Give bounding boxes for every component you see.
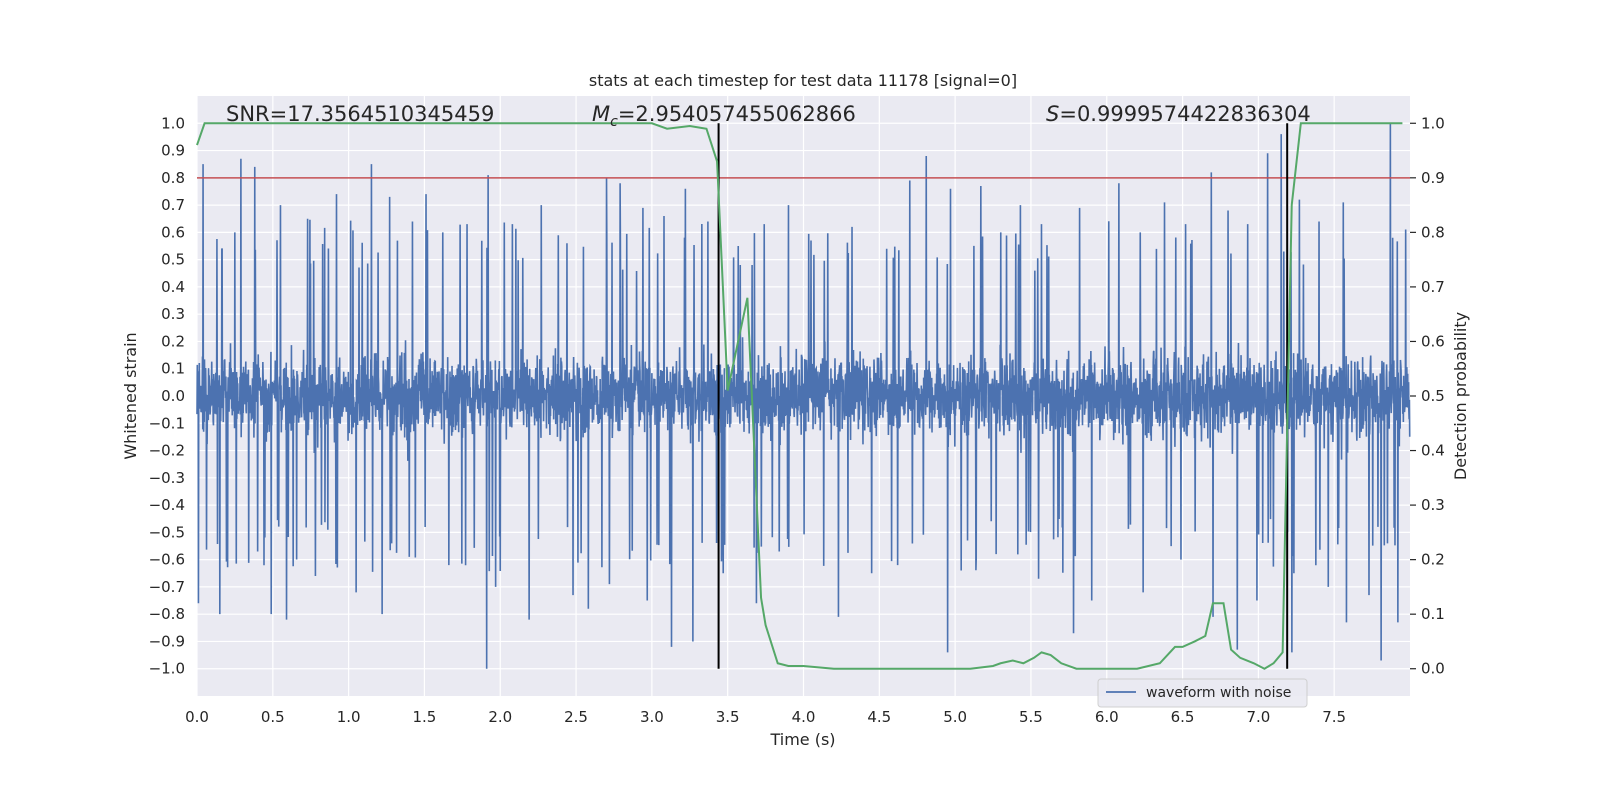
x-tick-label-2: 1.0 bbox=[337, 708, 361, 726]
x-tick-label-12: 6.0 bbox=[1095, 708, 1119, 726]
y-left-tick-label-14: 0.4 bbox=[161, 278, 185, 296]
y-right-tick-label-7: 0.7 bbox=[1421, 278, 1445, 296]
y-right-tick-label-6: 0.6 bbox=[1421, 332, 1445, 350]
x-tick-label-6: 3.0 bbox=[640, 708, 664, 726]
y-left-tick-label-17: 0.7 bbox=[161, 196, 185, 214]
x-tick-label-10: 5.0 bbox=[943, 708, 967, 726]
y-left-tick-label-20: 1.0 bbox=[161, 114, 185, 132]
x-tick-label-15: 7.5 bbox=[1322, 708, 1346, 726]
y-left-tick-label-0: −1.0 bbox=[149, 660, 185, 678]
x-tick-label-0: 0.0 bbox=[185, 708, 209, 726]
y-right-tick-label-2: 0.2 bbox=[1421, 551, 1445, 569]
y-left-tick-label-7: −0.3 bbox=[149, 469, 185, 487]
chart-title: stats at each timestep for test data 111… bbox=[589, 71, 1017, 90]
x-axis-label: Time (s) bbox=[769, 730, 835, 749]
x-axis-ticks: 0.0 0.5 1.0 1.5 2.0 2.5 3.0 3.5 4.0 4.5 5.0 5.5 6.0 6… bbox=[185, 708, 1346, 726]
y-left-tick-label-18: 0.8 bbox=[161, 169, 185, 187]
x-tick-label-5: 2.5 bbox=[564, 708, 588, 726]
y-right-axis-ticks: 0.0 0.1 0.2 0.3 0.4 0.5 0.6 0.7 0.8 0.9 1.0 bbox=[1410, 114, 1445, 678]
probability-series bbox=[196, 122, 1403, 670]
waveform-series bbox=[196, 123, 1411, 669]
x-tick-label-11: 5.5 bbox=[1019, 708, 1043, 726]
y-left-tick-label-19: 0.9 bbox=[161, 142, 185, 160]
x-tick-label-3: 1.5 bbox=[413, 708, 437, 726]
x-tick-label-4: 2.0 bbox=[488, 708, 512, 726]
y-right-axis-label: Detection probability bbox=[1451, 312, 1470, 480]
x-tick-label-14: 7.0 bbox=[1246, 708, 1270, 726]
y-left-tick-label-8: −0.2 bbox=[149, 442, 185, 460]
y-right-tick-label-4: 0.4 bbox=[1421, 442, 1445, 460]
snr-annotation: SNR=17.3564510345459 bbox=[226, 102, 494, 126]
y-right-tick-label-0: 0.0 bbox=[1421, 660, 1445, 678]
y-left-tick-label-11: 0.1 bbox=[161, 360, 185, 378]
y-right-tick-label-3: 0.3 bbox=[1421, 496, 1445, 514]
score-annotation: S=0.9999574422836304 bbox=[1046, 102, 1311, 126]
legend-box bbox=[1097, 678, 1308, 708]
legend-label: waveform with noise bbox=[1146, 685, 1291, 701]
y-left-tick-label-13: 0.3 bbox=[161, 305, 185, 323]
y-left-tick-label-6: −0.4 bbox=[149, 496, 185, 514]
y-left-tick-label-1: −0.9 bbox=[149, 632, 185, 650]
x-tick-label-8: 4.0 bbox=[792, 708, 816, 726]
y-left-tick-label-4: −0.6 bbox=[149, 551, 185, 569]
y-left-tick-label-9: −0.1 bbox=[149, 414, 185, 432]
y-right-tick-label-9: 0.9 bbox=[1421, 169, 1445, 187]
x-tick-label-9: 4.5 bbox=[867, 708, 891, 726]
y-left-tick-label-12: 0.2 bbox=[161, 332, 185, 350]
y-right-tick-label-10: 1.0 bbox=[1421, 114, 1445, 132]
x-tick-label-13: 6.5 bbox=[1171, 708, 1195, 726]
waveform-line bbox=[196, 123, 1411, 669]
y-right-tick-label-5: 0.5 bbox=[1421, 387, 1445, 405]
y-left-tick-label-2: −0.8 bbox=[149, 605, 185, 623]
y-left-tick-label-5: −0.5 bbox=[149, 523, 185, 541]
y-left-tick-label-15: 0.5 bbox=[161, 251, 185, 269]
y-left-tick-label-10: 0.0 bbox=[161, 387, 185, 405]
y-right-tick-label-1: 0.1 bbox=[1421, 605, 1445, 623]
chirp-mass-annotation: Mc=2.954057455062866 bbox=[592, 102, 856, 130]
x-tick-label-7: 3.5 bbox=[716, 708, 740, 726]
probability-line bbox=[196, 122, 1403, 670]
legend: waveform with noise bbox=[1097, 678, 1308, 708]
y-left-axis-ticks: −1.0 −0.9 −0.8 −0.7 −0.6 −0.5 −0.4 −0.3 −0.2 −0.1… bbox=[149, 114, 185, 677]
y-left-tick-label-16: 0.6 bbox=[161, 223, 185, 241]
x-tick-label-1: 0.5 bbox=[261, 708, 285, 726]
y-right-tick-label-8: 0.8 bbox=[1421, 223, 1445, 241]
y-left-tick-label-3: −0.7 bbox=[149, 578, 185, 596]
y-left-axis-label: Whitened strain bbox=[121, 332, 140, 459]
